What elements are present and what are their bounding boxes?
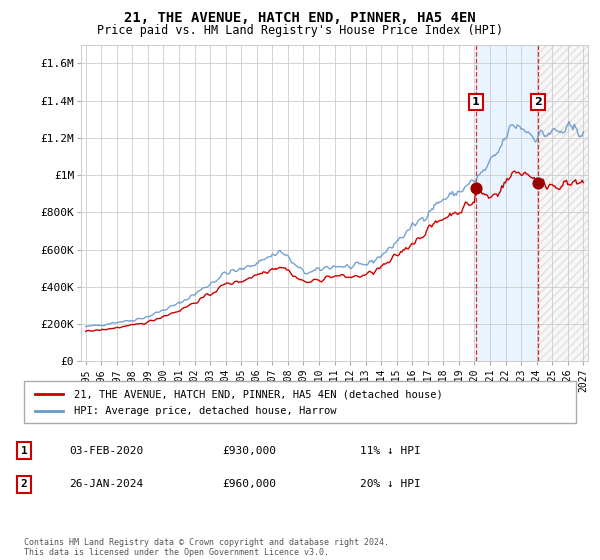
Text: 2: 2 — [534, 97, 542, 107]
Text: 1: 1 — [472, 97, 480, 107]
Point — [471, 184, 481, 193]
Text: £930,000: £930,000 — [222, 446, 276, 456]
Point — [533, 178, 542, 187]
Text: HPI: Average price, detached house, Harrow: HPI: Average price, detached house, Harr… — [74, 406, 336, 416]
Text: Price paid vs. HM Land Registry's House Price Index (HPI): Price paid vs. HM Land Registry's House … — [97, 24, 503, 36]
Bar — [538, 45, 593, 361]
Text: £960,000: £960,000 — [222, 479, 276, 489]
Text: 1: 1 — [20, 446, 28, 456]
Text: 03-FEB-2020: 03-FEB-2020 — [69, 446, 143, 456]
Text: 21, THE AVENUE, HATCH END, PINNER, HA5 4EN: 21, THE AVENUE, HATCH END, PINNER, HA5 4… — [124, 11, 476, 25]
Text: Contains HM Land Registry data © Crown copyright and database right 2024.
This d: Contains HM Land Registry data © Crown c… — [24, 538, 389, 557]
Text: 21, THE AVENUE, HATCH END, PINNER, HA5 4EN (detached house): 21, THE AVENUE, HATCH END, PINNER, HA5 4… — [74, 389, 442, 399]
Text: 26-JAN-2024: 26-JAN-2024 — [69, 479, 143, 489]
Bar — [476, 45, 538, 361]
Text: 2: 2 — [20, 479, 28, 489]
Text: 20% ↓ HPI: 20% ↓ HPI — [360, 479, 421, 489]
Text: 11% ↓ HPI: 11% ↓ HPI — [360, 446, 421, 456]
FancyBboxPatch shape — [24, 381, 576, 423]
